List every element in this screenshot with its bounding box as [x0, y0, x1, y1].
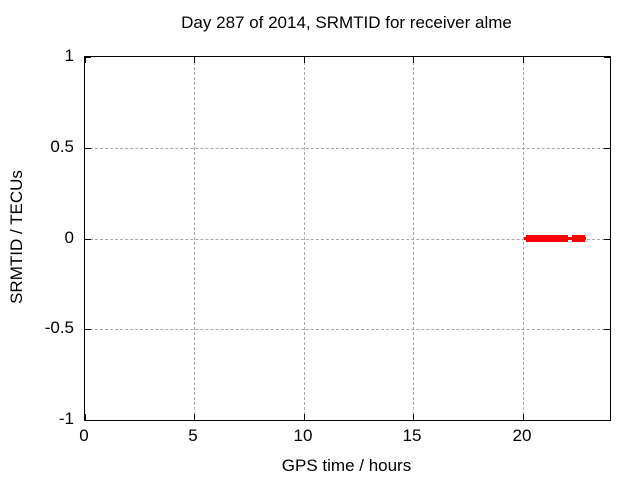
y-tick-label: -1 [58, 409, 74, 428]
x-tick-label: 15 [402, 426, 422, 445]
x-tick-label: 5 [188, 426, 198, 445]
x-axis-tick-top [85, 57, 86, 63]
x-axis-tick-bottom [523, 414, 524, 420]
y-tick-label: 1 [64, 46, 74, 65]
x-axis-tick-top [413, 57, 414, 63]
x-axis-tick-bottom [413, 414, 414, 420]
x-axis-tick-top [304, 57, 305, 63]
gridline-horizontal [85, 238, 610, 240]
x-axis-tick-top [194, 57, 195, 63]
y-axis-tick-left [85, 329, 91, 330]
y-axis-tick-right [604, 57, 610, 58]
gridline-horizontal [85, 328, 610, 330]
y-axis-tick-left [85, 420, 91, 421]
y-axis-tick-right [604, 420, 610, 421]
y-axis-tick-right [604, 148, 610, 149]
x-axis-label: GPS time / hours [281, 456, 412, 475]
x-tick-label: 10 [293, 426, 313, 445]
y-axis-tick-right [604, 239, 610, 240]
y-tick-label: 0 [64, 228, 74, 247]
x-tick-label: 0 [79, 426, 89, 445]
y-axis-tick-left [85, 239, 91, 240]
data-series-point-run [525, 235, 568, 242]
x-tick-label: 20 [512, 426, 532, 445]
plot-area [84, 56, 611, 421]
data-series-point-run [572, 235, 585, 242]
x-axis-tick-bottom [85, 414, 86, 420]
y-axis-tick-left [85, 57, 91, 58]
gridline-horizontal [85, 147, 610, 149]
y-axis-tick-right [604, 329, 610, 330]
x-axis-tick-bottom [194, 414, 195, 420]
x-axis-tick-top [523, 57, 524, 63]
x-axis-tick-bottom [304, 414, 305, 420]
y-axis-tick-left [85, 148, 91, 149]
y-tick-label: 0.5 [50, 137, 74, 156]
y-tick-label: -0.5 [44, 318, 74, 337]
chart-title: Day 287 of 2014, SRMTID for receiver alm… [181, 13, 512, 32]
